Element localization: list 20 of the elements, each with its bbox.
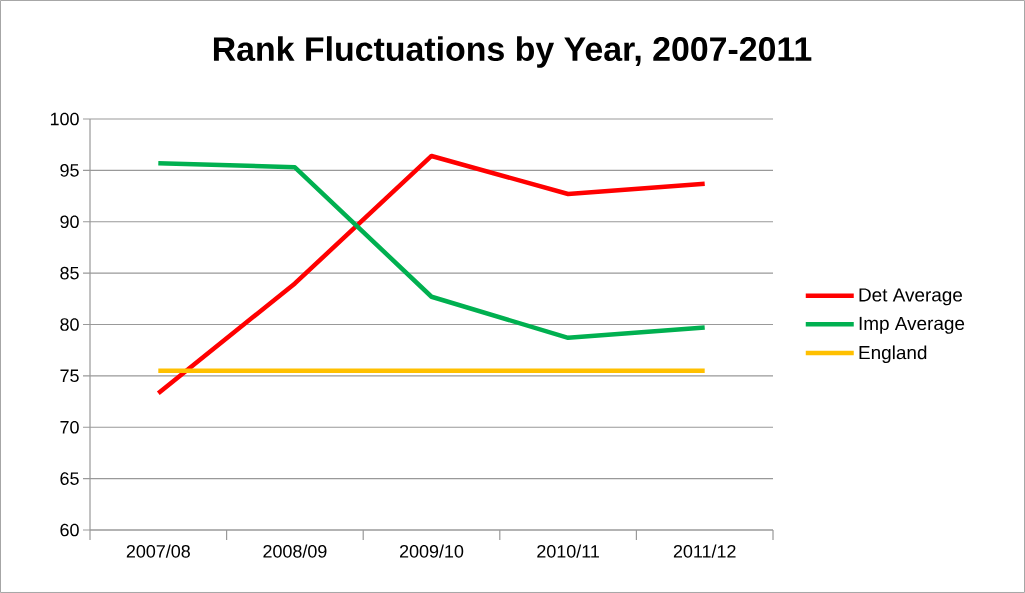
x-tick-label: 2010/11: [537, 544, 599, 558]
y-tick-label: 80: [60, 318, 79, 331]
y-tick-label: 60: [60, 523, 79, 537]
y-tick-label: 100: [50, 112, 79, 126]
x-tick-label: 2011/12: [673, 544, 736, 558]
y-tick-label: 75: [60, 369, 79, 383]
legend-label: Det Average: [859, 288, 963, 306]
x-tick-label: 2008/09: [263, 544, 327, 558]
y-tick-label: 90: [60, 215, 79, 229]
x-tick-label: 2009/10: [400, 544, 464, 558]
y-tick-label: 65: [60, 472, 79, 485]
legend-label: Imp Average: [859, 316, 965, 334]
x-tick-label: 2007/08: [126, 544, 190, 558]
line-series: [156, 153, 707, 396]
y-tick-label: 95: [60, 164, 79, 177]
y-tick-label: 70: [60, 420, 79, 434]
y-tick-label: 85: [60, 266, 79, 280]
legend-label: England: [859, 345, 927, 364]
chart-title: Rank Fluctuations by Year, 2007-2011: [213, 36, 812, 68]
line-series: [156, 160, 707, 341]
